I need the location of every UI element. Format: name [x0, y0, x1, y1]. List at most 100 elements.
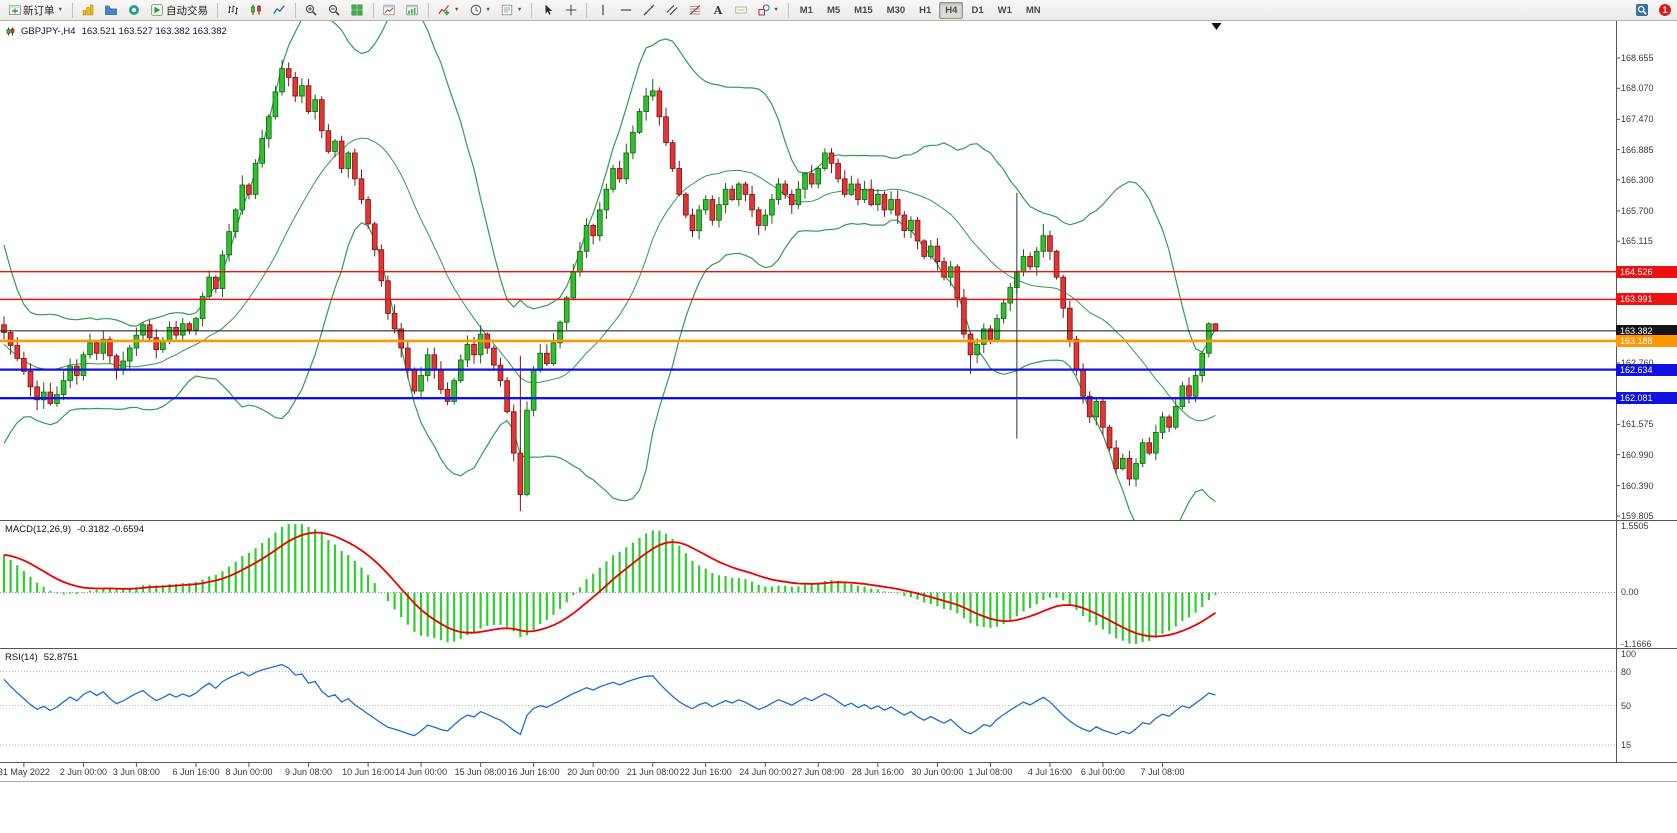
chevron-down-icon: ▼ — [57, 7, 63, 13]
new-chart-button[interactable] — [78, 2, 99, 19]
chevron-down-icon: ▼ — [485, 7, 491, 13]
timeframe-button-h4[interactable]: H4 — [939, 1, 964, 19]
crosshair-button[interactable] — [560, 2, 581, 19]
svg-text:A: A — [713, 4, 723, 16]
timeframe-button-m5[interactable]: M5 — [826, 4, 841, 16]
macd-bar — [367, 574, 370, 593]
macd-bar — [638, 537, 641, 593]
macd-bar — [929, 592, 932, 605]
macd-bar — [1062, 592, 1065, 601]
candle — [1159, 416, 1166, 433]
channel-button[interactable] — [661, 2, 682, 19]
candle — [312, 99, 318, 112]
timeframe-button-m30[interactable]: M30 — [886, 4, 906, 16]
autotrading-button[interactable]: 自动交易 — [147, 2, 212, 19]
candle — [338, 140, 345, 169]
search-button[interactable] — [1631, 2, 1652, 19]
macd-bar — [837, 580, 840, 593]
horizontal-line-button[interactable] — [615, 2, 636, 19]
zoom-in-icon — [305, 4, 318, 17]
tile-windows-button[interactable] — [347, 2, 368, 19]
fibonacci-button[interactable] — [684, 2, 705, 19]
data-window-button[interactable] — [124, 2, 145, 19]
candle — [616, 168, 623, 180]
macd-bar — [472, 592, 476, 633]
macd-bar — [280, 526, 284, 593]
vertical-line-button[interactable] — [592, 2, 613, 19]
tile-icon — [351, 4, 364, 17]
profiles-button[interactable] — [101, 2, 122, 19]
periods-button[interactable]: ▼ — [465, 2, 494, 19]
macd-bar — [1022, 592, 1025, 612]
macd-bar — [1035, 592, 1038, 605]
candle — [1146, 442, 1153, 454]
candle — [272, 91, 279, 118]
timeframe-button-d1[interactable]: D1 — [971, 4, 984, 16]
notification-badge[interactable]: 1 — [1658, 3, 1672, 17]
macd-bar — [750, 581, 754, 593]
candle — [491, 347, 497, 366]
candle — [1073, 338, 1080, 371]
macd-bar — [1201, 592, 1204, 608]
timeframe-button-h1[interactable]: H1 — [919, 4, 932, 16]
macd-bar — [645, 533, 648, 593]
candle — [1113, 447, 1119, 470]
timeframe-button-w1[interactable]: W1 — [997, 4, 1012, 16]
candle — [663, 116, 669, 144]
macd-bar — [49, 590, 52, 593]
candle — [669, 142, 676, 169]
chart-window-button[interactable] — [379, 2, 400, 19]
timeframe-button-mn[interactable]: MN — [1025, 4, 1041, 16]
macd-bar — [62, 592, 65, 595]
timeframe-button-m1[interactable]: M1 — [799, 4, 813, 16]
timeframe-button-m15[interactable]: M15 — [854, 4, 873, 16]
zoom-in-button[interactable] — [301, 2, 322, 19]
macd-bar — [797, 586, 800, 593]
line-chart-button[interactable] — [269, 2, 290, 19]
chart-objects-button[interactable] — [402, 2, 423, 19]
candle — [894, 199, 901, 216]
candle — [583, 225, 590, 252]
macd-bar — [1015, 592, 1018, 617]
candle — [742, 183, 749, 195]
chart-window-icon — [383, 4, 396, 17]
horizontal-line-icon — [619, 4, 632, 17]
clock-icon — [469, 4, 482, 17]
text-button[interactable]: A — [707, 2, 728, 19]
macd-bar — [393, 592, 396, 610]
candle — [179, 323, 186, 336]
candle — [1106, 426, 1113, 449]
zoom-out-button[interactable] — [324, 2, 345, 19]
candle — [597, 209, 603, 237]
shapes-button[interactable]: ▼ — [753, 2, 782, 19]
templates-icon — [501, 4, 514, 17]
candle — [279, 68, 285, 93]
macd-bar — [1161, 592, 1164, 634]
candle — [305, 85, 312, 112]
candle — [987, 328, 994, 340]
candle — [994, 318, 1000, 340]
trendline-button[interactable] — [638, 2, 659, 19]
macd-bar — [704, 568, 707, 593]
cursor-button[interactable] — [537, 2, 558, 19]
candle — [1040, 235, 1047, 252]
macd-bar — [724, 576, 727, 593]
macd-bar — [148, 584, 151, 593]
indicators-button[interactable]: ▼ — [434, 2, 463, 19]
macd-bar — [903, 592, 906, 597]
candle — [438, 369, 444, 390]
label-button[interactable] — [730, 2, 751, 19]
new-order-button[interactable]: 新订单 ▼ — [4, 2, 67, 19]
vertical-line-icon — [596, 4, 609, 17]
candle — [113, 355, 120, 371]
macd-bar — [1128, 592, 1131, 644]
templates-button[interactable]: ▼ — [497, 2, 526, 19]
macd-bar — [2, 554, 6, 593]
candlestick-chart-button[interactable] — [246, 2, 267, 19]
candle — [1060, 276, 1067, 309]
macd-bar — [353, 560, 356, 593]
macd-bar — [1207, 592, 1210, 601]
bar-chart-button[interactable] — [223, 2, 244, 19]
macd-bar — [678, 545, 681, 593]
